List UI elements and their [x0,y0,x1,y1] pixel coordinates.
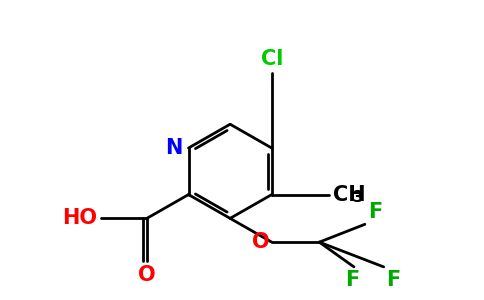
Text: Cl: Cl [260,49,283,69]
Text: O: O [252,232,270,252]
Text: 3: 3 [353,190,363,205]
Text: O: O [138,265,156,285]
Text: F: F [345,270,359,290]
Text: F: F [368,202,382,222]
Text: HO: HO [62,208,97,228]
Text: CH: CH [333,184,366,205]
Text: N: N [165,138,182,158]
Text: F: F [386,270,400,290]
